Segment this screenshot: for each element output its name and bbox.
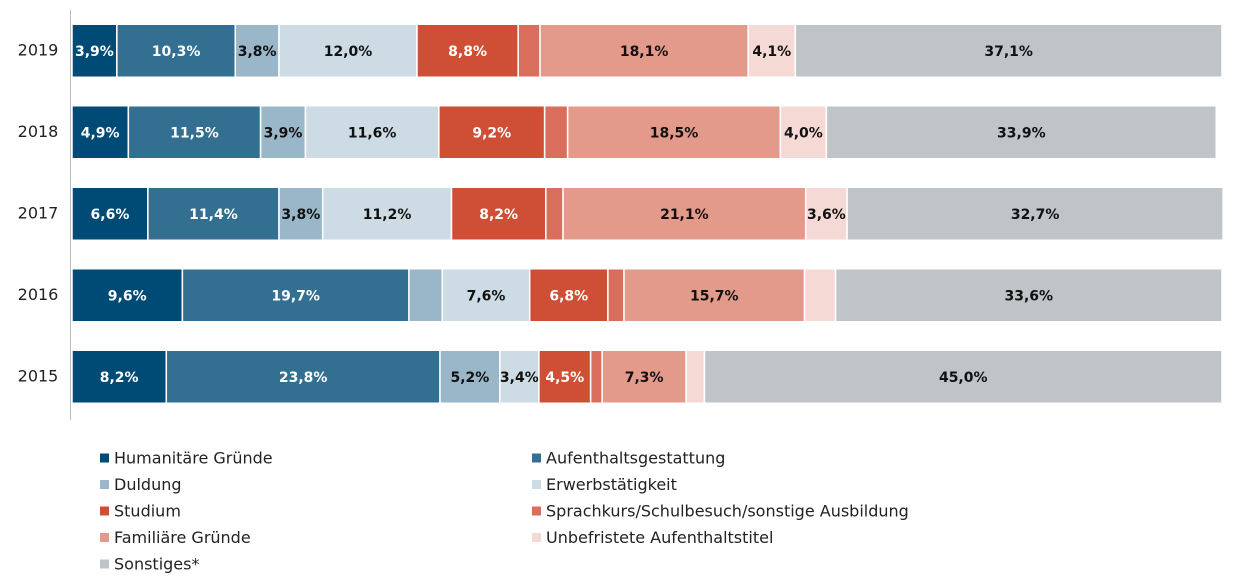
legend-swatch: [100, 533, 109, 542]
legend-swatch: [100, 453, 109, 463]
legend-label: Aufenthaltsgestattung: [546, 449, 725, 468]
bar-segment: [321, 186, 453, 241]
data-label: 11,5%: [170, 125, 219, 141]
data-label: 11,4%: [189, 207, 238, 223]
bar-segment: [545, 186, 564, 241]
data-label: 3,6%: [807, 207, 846, 223]
legend-swatch: [532, 506, 541, 516]
data-label: 19,7%: [271, 288, 320, 304]
bar-segment: [441, 268, 531, 323]
legend-swatch: [532, 533, 541, 542]
bar-segment: [804, 186, 848, 241]
bar-segment: [543, 105, 569, 160]
y-tick-label: 2019: [18, 40, 59, 59]
bar-segment: [439, 349, 501, 404]
data-label: 7,6%: [467, 288, 506, 304]
legend-swatch: [100, 559, 109, 569]
data-label: 11,2%: [363, 207, 412, 223]
bar-segment: [450, 186, 547, 241]
data-label: 32,7%: [1011, 207, 1060, 223]
data-label: 8,2%: [100, 370, 139, 386]
data-label: 3,9%: [264, 125, 303, 141]
data-label: 45,0%: [939, 370, 988, 386]
bar-segment: [589, 349, 603, 404]
y-tick-label: 2018: [18, 122, 59, 141]
bar-segment: [607, 268, 625, 323]
bar-segment: [825, 105, 1218, 160]
bar-segment: [846, 186, 1224, 241]
data-label: 18,1%: [620, 44, 669, 60]
data-label: 9,6%: [108, 288, 147, 304]
bar-segment: [408, 268, 444, 323]
bar-segment: [234, 23, 280, 78]
data-label: 15,7%: [690, 288, 739, 304]
bar-segment: [834, 268, 1223, 323]
bar-segment: [71, 105, 130, 160]
bar-segment: [165, 349, 441, 404]
bar-segment: [499, 349, 540, 404]
bar-segment: [566, 105, 782, 160]
data-label: 6,8%: [549, 288, 588, 304]
bar-segment: [703, 349, 1223, 404]
legend-swatch: [532, 480, 541, 489]
bar-segment: [803, 268, 837, 323]
legend-label: Humanitäre Gründe: [114, 449, 273, 468]
y-tick-label: 2015: [18, 366, 59, 385]
data-label: 37,1%: [984, 44, 1033, 60]
bar-segment: [538, 349, 592, 404]
legend-swatch: [100, 480, 109, 489]
legend-label: Erwerbstätigkeit: [546, 475, 677, 494]
data-label: 4,0%: [784, 125, 823, 141]
data-label: 33,9%: [997, 125, 1046, 141]
bar-segment: [71, 186, 149, 241]
bar-segment: [601, 349, 687, 404]
data-label: 3,4%: [500, 370, 539, 386]
data-label: 18,5%: [650, 125, 699, 141]
data-label: 3,9%: [75, 44, 114, 60]
data-label: 21,1%: [660, 207, 709, 223]
legend-label: Studium: [114, 502, 181, 521]
bar-segment: [794, 23, 1223, 78]
data-label: 6,6%: [91, 207, 130, 223]
legend-swatch: [532, 453, 541, 463]
data-label: 8,2%: [479, 207, 518, 223]
bar-segment: [127, 105, 262, 160]
data-label: 9,2%: [472, 125, 511, 141]
bar-segment: [259, 105, 307, 160]
bar-segment: [71, 349, 168, 404]
y-tick-label: 2016: [18, 285, 59, 304]
data-label: 10,3%: [152, 44, 201, 60]
legend-label: Familiäre Gründe: [114, 528, 251, 547]
bar-segment: [779, 105, 828, 160]
bar-segment: [539, 23, 749, 78]
data-label: 3,8%: [281, 207, 320, 223]
data-label: 5,2%: [450, 370, 489, 386]
data-label: 4,1%: [752, 44, 791, 60]
data-label: 7,3%: [625, 370, 664, 386]
legend-label: Duldung: [114, 475, 182, 494]
data-label: 33,6%: [1005, 288, 1054, 304]
legend-label: Sonstiges*: [114, 555, 199, 574]
data-label: 23,8%: [279, 370, 328, 386]
bar-segment: [278, 186, 324, 241]
legend-label: Sprachkurs/Schulbesuch/sonstige Ausbildu…: [546, 502, 909, 521]
bar-segment: [147, 186, 280, 241]
data-label: 3,8%: [238, 44, 277, 60]
bar-segment: [685, 349, 706, 404]
data-label: 8,8%: [448, 44, 487, 60]
bar-segment: [116, 23, 237, 78]
data-label: 4,9%: [81, 125, 120, 141]
data-label: 11,6%: [348, 125, 397, 141]
bar-segment: [438, 105, 546, 160]
data-label: 12,0%: [324, 44, 373, 60]
y-tick-label: 2017: [18, 203, 59, 222]
legend-label: Unbefristete Aufenthaltstitel: [546, 528, 773, 547]
bar-segment: [623, 268, 806, 323]
legend-swatch: [100, 506, 109, 516]
bar-segment: [517, 23, 541, 78]
data-label: 4,5%: [545, 370, 584, 386]
bar-segment: [181, 268, 410, 323]
bar-segment: [528, 268, 609, 323]
